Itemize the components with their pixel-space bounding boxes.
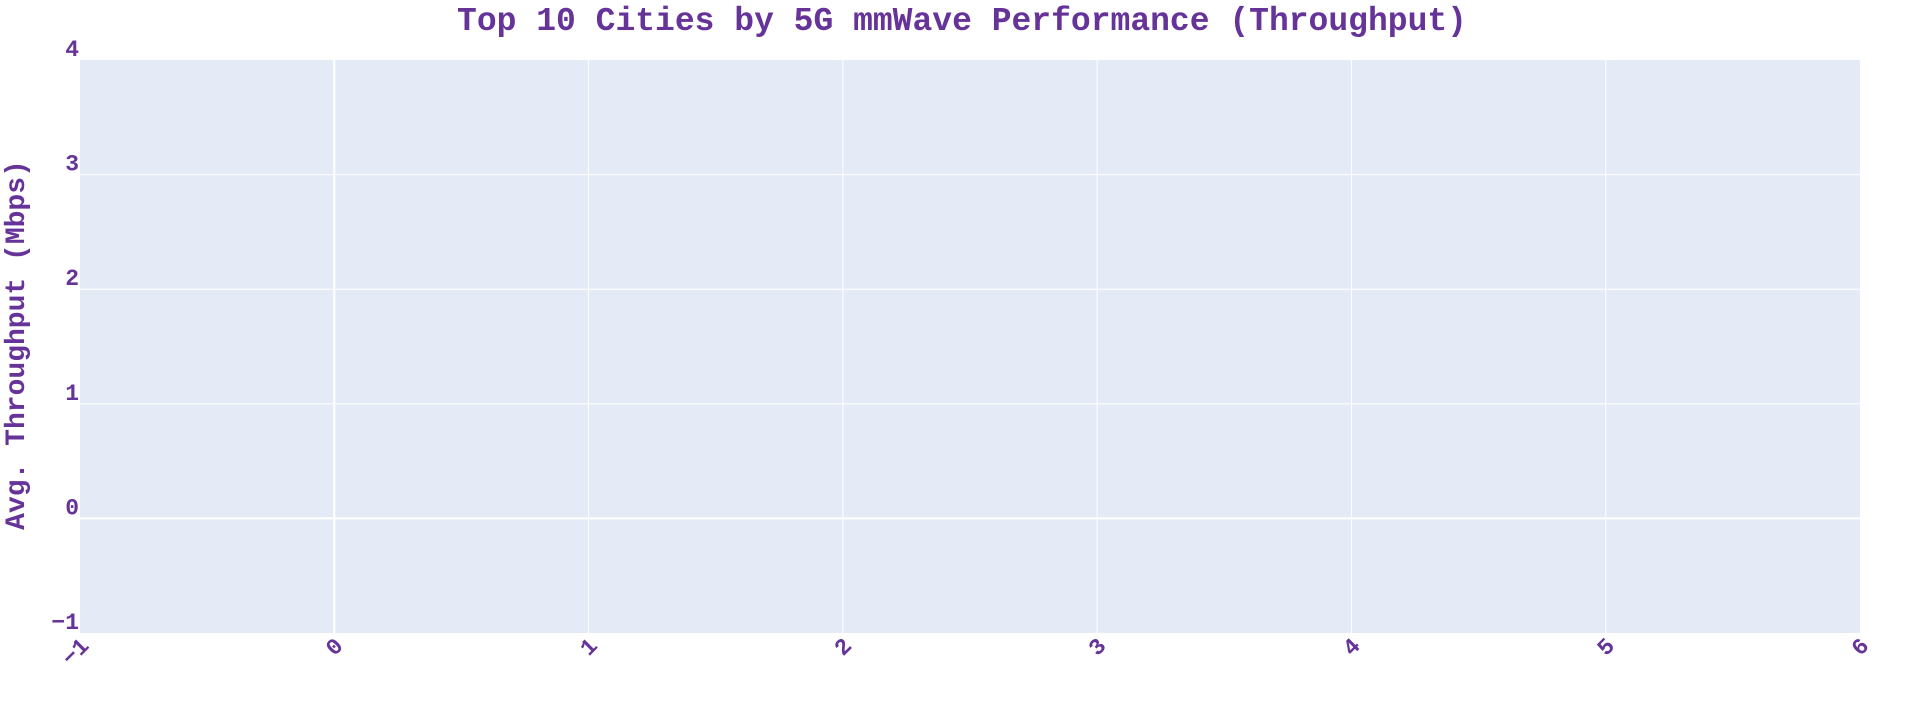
y-tick-label: 3 [65,152,79,178]
x-gridlines [333,60,1607,633]
y-gridlines [80,174,1860,520]
x-tick-label: 3 [1084,634,1112,662]
x-tick-labels: −1 0 1 2 3 4 5 6 [57,633,1875,671]
y-tick-label: −1 [51,610,79,636]
y-tick-label: 4 [65,37,79,63]
x-tick-label: 6 [1847,634,1875,662]
y-axis-label: Avg. Throughput (Mbps) [2,160,33,530]
plot-area [80,60,1860,633]
x-tick-label: 5 [1593,634,1621,662]
x-tick-label: 1 [575,634,603,662]
y-tick-label: 2 [65,266,79,292]
y-tick-labels: −1 0 1 2 3 4 [51,37,79,636]
x-tick-label: 0 [321,634,349,662]
x-tick-label: −1 [57,634,95,672]
y-tick-label: 1 [65,381,79,407]
chart-title: Top 10 Cities by 5G mmWave Performance (… [457,3,1467,40]
x-tick-label: 4 [1338,633,1366,661]
x-tick-label: 2 [830,634,858,662]
y-tick-label: 0 [65,495,79,521]
